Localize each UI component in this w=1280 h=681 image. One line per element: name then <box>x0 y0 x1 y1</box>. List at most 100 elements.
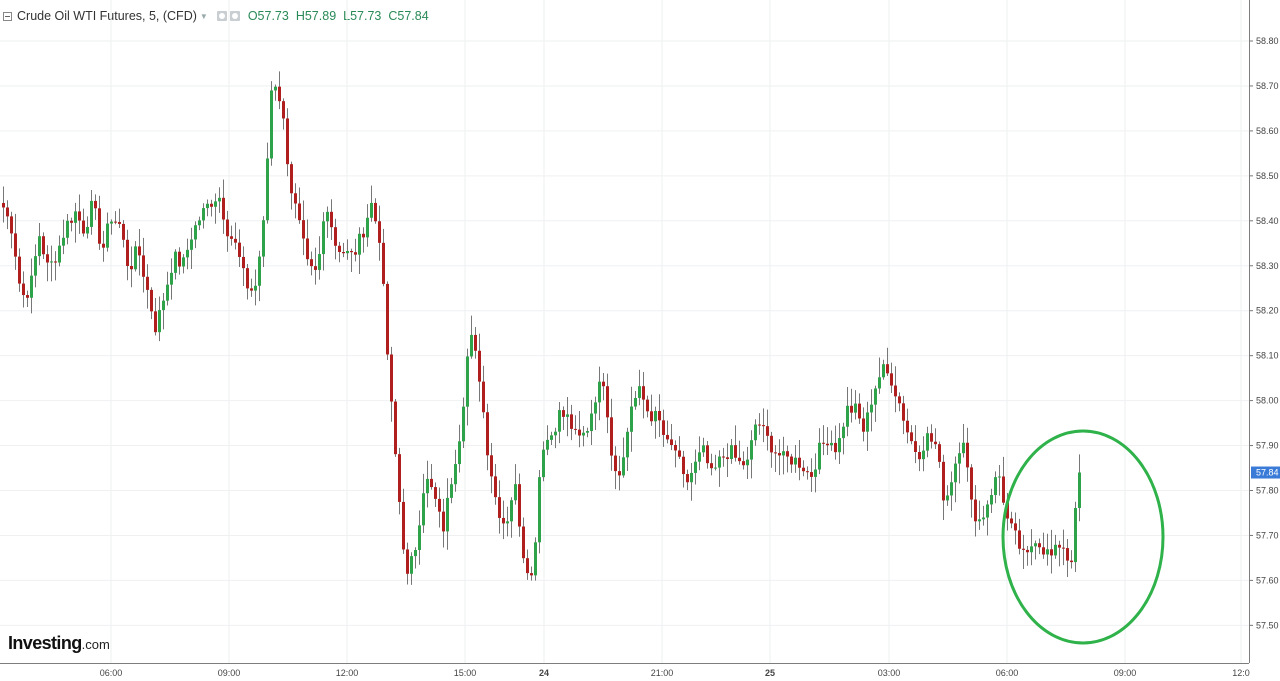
visibility-icon[interactable] <box>216 11 227 21</box>
candle-body <box>746 459 749 466</box>
x-tick-label: 06:00 <box>996 668 1019 678</box>
candle-body <box>442 511 445 532</box>
y-tick-label: 57.60 <box>1256 575 1279 585</box>
candle-body <box>846 405 849 427</box>
candle-body <box>658 411 661 421</box>
candle-body <box>310 259 313 267</box>
candle-body <box>750 440 753 460</box>
ohlc-high: H57.89 <box>295 9 337 23</box>
candle-body <box>574 428 577 430</box>
candle-body <box>626 431 629 458</box>
candle-body <box>182 257 185 267</box>
candle-body <box>386 283 389 355</box>
candle-body <box>814 469 817 477</box>
candle-body <box>454 464 457 485</box>
y-tick-label: 58.20 <box>1256 306 1279 316</box>
candle-body <box>362 233 365 238</box>
candle-body <box>414 550 417 557</box>
candle-body <box>582 432 585 436</box>
candle-body <box>178 251 181 267</box>
candle-body <box>598 381 601 403</box>
candle-body <box>218 197 221 202</box>
candle-body <box>402 501 405 550</box>
collapse-icon[interactable] <box>3 11 12 21</box>
candle-body <box>1062 547 1065 549</box>
candle-body <box>942 461 945 501</box>
candle-body <box>162 300 165 311</box>
y-tick-label: 58.40 <box>1256 216 1279 226</box>
candle-body <box>434 487 437 499</box>
candle-body <box>594 402 597 414</box>
candle-body <box>490 455 493 477</box>
candle-body <box>886 364 889 374</box>
candle-body <box>954 463 957 483</box>
candle-body <box>762 425 765 427</box>
candle-body <box>570 414 573 429</box>
candle-body <box>282 101 285 119</box>
candle-body <box>422 493 425 526</box>
candle-body <box>58 245 61 263</box>
candle-body <box>150 289 153 312</box>
y-tick-label: 58.30 <box>1256 261 1279 271</box>
candle-body <box>470 334 473 357</box>
candle-body <box>290 164 293 194</box>
candle-body <box>678 450 681 457</box>
candle-body <box>894 385 897 397</box>
candle-body <box>630 406 633 432</box>
candle-body <box>1078 472 1081 509</box>
candle-body <box>534 542 537 576</box>
candle-body <box>682 456 685 475</box>
candle-body <box>822 442 825 444</box>
candle-body <box>230 236 233 239</box>
candle-body <box>950 482 953 496</box>
candle-body <box>634 397 637 407</box>
candle-body <box>210 203 213 207</box>
instrument-title[interactable]: Crude Oil WTI Futures, 5, (CFD) <box>17 9 197 23</box>
candle-body <box>698 452 701 462</box>
candle-body <box>374 202 377 222</box>
candle-body <box>306 238 309 260</box>
chevron-down-icon[interactable]: ▼ <box>199 11 208 21</box>
candle-body <box>1038 543 1041 548</box>
candle-body <box>722 456 725 458</box>
candle-body <box>130 266 133 270</box>
candle-body <box>538 477 541 543</box>
x-tick-label: 21:00 <box>651 668 674 678</box>
candle-body <box>614 455 617 472</box>
candle-body <box>410 556 413 574</box>
candle-body <box>90 200 93 227</box>
candle-body <box>974 499 977 522</box>
candle-body <box>146 276 149 290</box>
candle-body <box>1074 508 1077 563</box>
x-tick-label: 06:00 <box>100 668 123 678</box>
candle-body <box>190 239 193 250</box>
candle-body <box>1070 560 1073 563</box>
x-tick-label: 12:00 <box>336 668 359 678</box>
x-tick-label: 09:00 <box>1114 668 1137 678</box>
candle-body <box>202 208 205 221</box>
candle-body <box>418 525 421 551</box>
candle-body <box>1006 502 1009 519</box>
candle-body <box>934 441 937 445</box>
y-tick-label: 58.80 <box>1256 36 1279 46</box>
candle-body <box>878 377 881 389</box>
candle-body <box>1054 544 1057 556</box>
candle-body <box>798 457 801 468</box>
y-tick-label: 58.70 <box>1256 81 1279 91</box>
candle-body <box>334 227 337 246</box>
candle-body <box>458 441 461 465</box>
candle-body <box>926 433 929 451</box>
candle-body <box>370 202 373 218</box>
candle-body <box>302 220 305 239</box>
candle-body <box>426 478 429 494</box>
candle-body <box>170 272 173 285</box>
chart-header: Crude Oil WTI Futures, 5, (CFD) ▼ O57.73… <box>0 6 436 26</box>
candle-body <box>214 201 217 207</box>
candle-body <box>902 403 905 421</box>
candle-body <box>166 284 169 301</box>
candle-body <box>1046 549 1049 555</box>
x-tick-label: 15:00 <box>454 668 477 678</box>
settings-icon[interactable] <box>229 11 240 21</box>
